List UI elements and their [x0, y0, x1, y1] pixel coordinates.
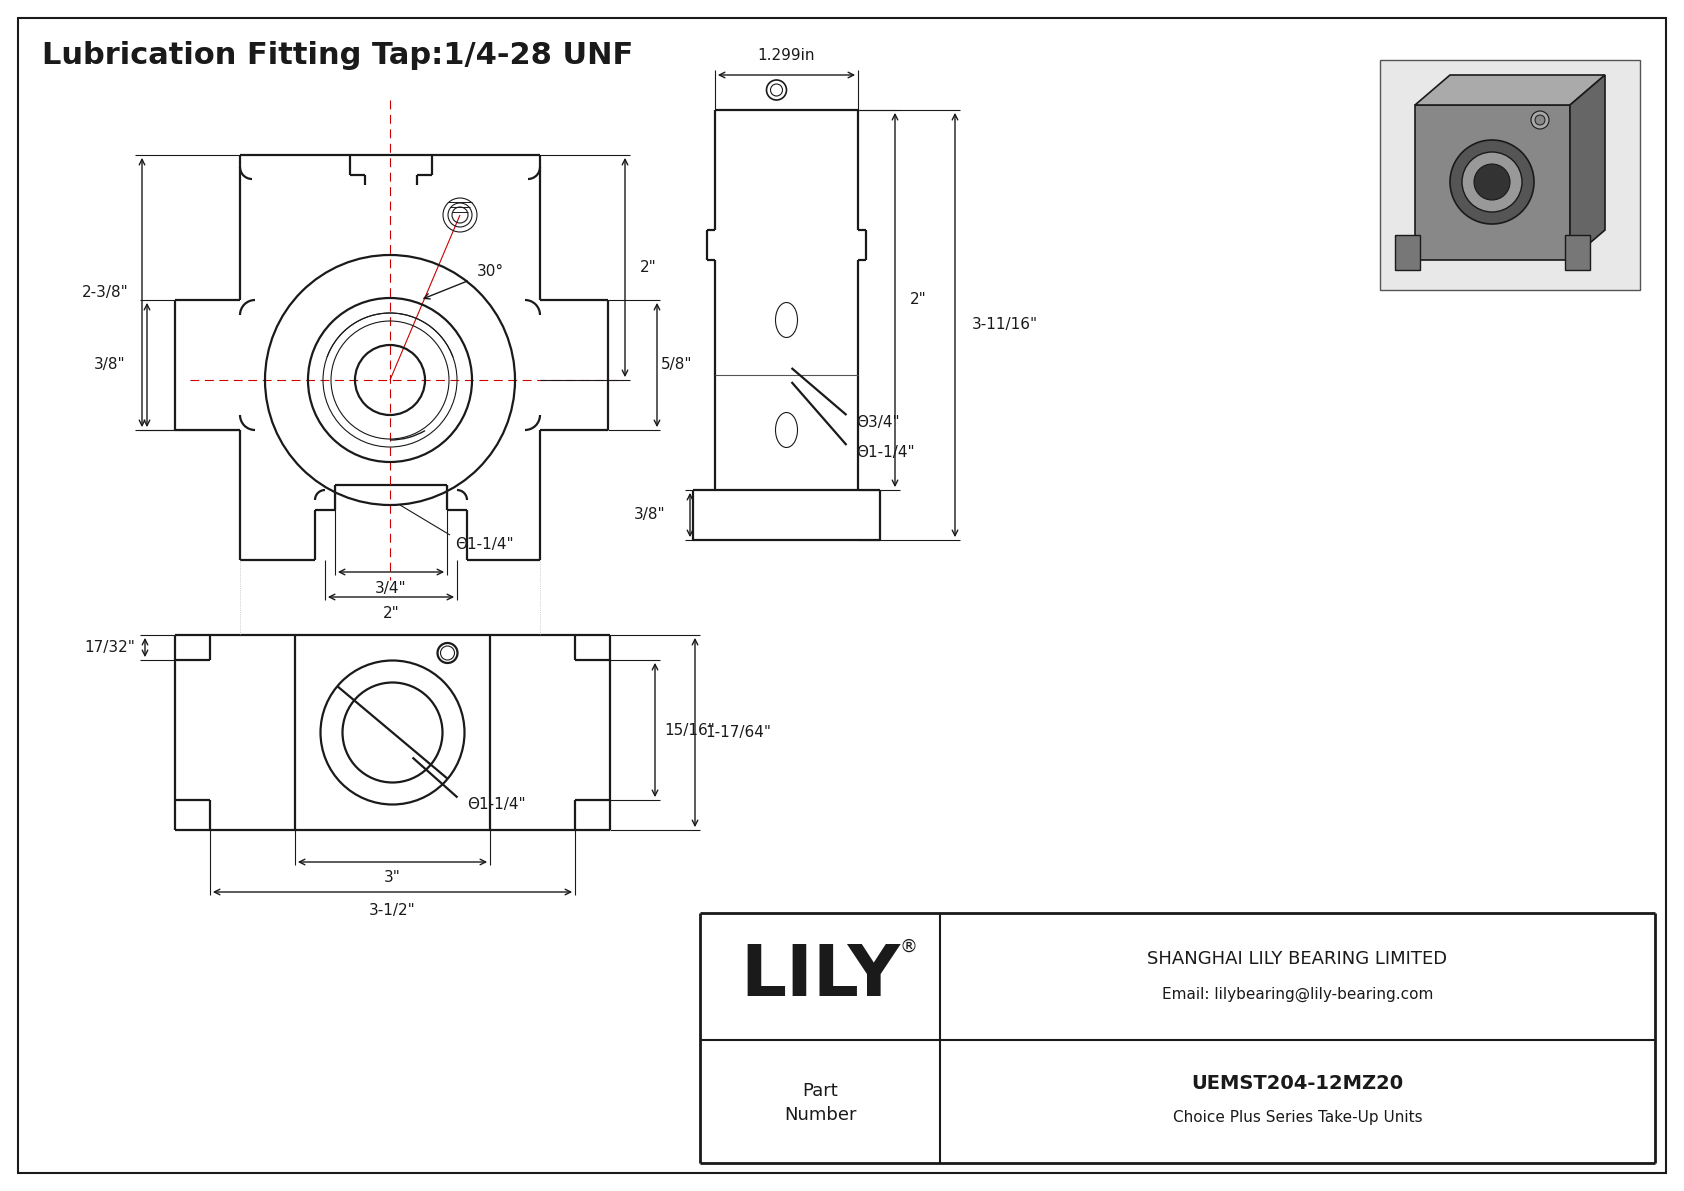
Text: 1-17/64": 1-17/64": [706, 725, 771, 740]
Text: 2": 2": [640, 260, 657, 275]
Text: LILY: LILY: [739, 942, 899, 1011]
Text: Θ1-1/4": Θ1-1/4": [468, 797, 525, 812]
Text: 17/32": 17/32": [84, 640, 135, 655]
Text: 3": 3": [384, 871, 401, 885]
Text: Part: Part: [802, 1083, 839, 1100]
Text: Θ1-1/4": Θ1-1/4": [857, 445, 914, 461]
Text: Choice Plus Series Take-Up Units: Choice Plus Series Take-Up Units: [1172, 1110, 1423, 1125]
Text: 1.299in: 1.299in: [758, 48, 815, 62]
Text: Θ1-1/4": Θ1-1/4": [455, 537, 514, 553]
Text: 3-11/16": 3-11/16": [972, 318, 1037, 332]
Bar: [1379, 60, 1640, 289]
Bar: [1415, 105, 1569, 260]
Text: Email: lilybearing@lily-bearing.com: Email: lilybearing@lily-bearing.com: [1162, 987, 1433, 1002]
Text: 2-3/8": 2-3/8": [81, 285, 128, 300]
Polygon shape: [1569, 75, 1605, 260]
Circle shape: [1531, 111, 1549, 129]
Text: 15/16": 15/16": [665, 723, 716, 737]
Text: 3/8": 3/8": [94, 357, 126, 373]
Text: 3-1/2": 3-1/2": [369, 903, 416, 917]
Bar: [1394, 235, 1420, 270]
Circle shape: [1474, 164, 1511, 200]
Circle shape: [1462, 152, 1522, 212]
Text: 2": 2": [382, 606, 399, 622]
Text: 2": 2": [909, 293, 926, 307]
Text: Lubrication Fitting Tap:1/4-28 UNF: Lubrication Fitting Tap:1/4-28 UNF: [42, 40, 633, 69]
Text: UEMST204-12MZ20: UEMST204-12MZ20: [1192, 1074, 1403, 1093]
Text: 3/4": 3/4": [376, 580, 408, 596]
Bar: [1564, 235, 1590, 270]
Polygon shape: [1415, 75, 1605, 105]
Text: Number: Number: [783, 1106, 855, 1124]
Circle shape: [1536, 116, 1544, 125]
Text: 30°: 30°: [477, 264, 504, 280]
Text: SHANGHAI LILY BEARING LIMITED: SHANGHAI LILY BEARING LIMITED: [1147, 949, 1448, 967]
Text: Θ3/4": Θ3/4": [857, 416, 901, 430]
Text: ®: ®: [899, 937, 918, 955]
Text: 5/8": 5/8": [662, 357, 692, 373]
Text: 3/8": 3/8": [633, 507, 665, 523]
Circle shape: [1450, 141, 1534, 224]
